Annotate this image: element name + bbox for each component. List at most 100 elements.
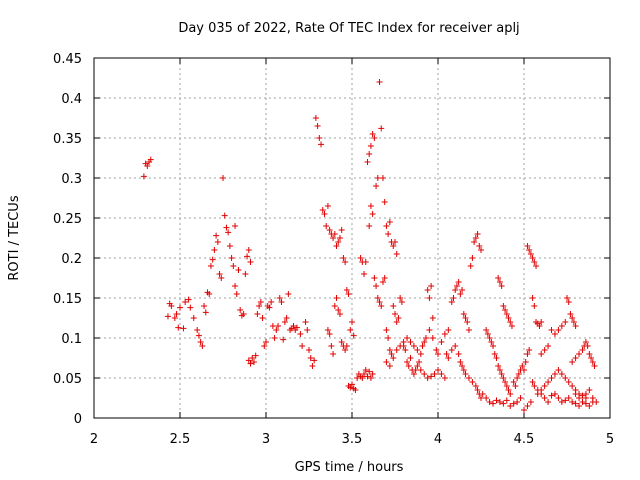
data-point — [478, 247, 484, 253]
y-tick-label: 0.25 — [53, 212, 82, 227]
data-point — [342, 347, 349, 353]
data-point — [538, 351, 545, 357]
data-point — [364, 373, 371, 380]
data-point — [352, 387, 359, 393]
data-point — [428, 283, 435, 289]
data-point — [572, 323, 579, 329]
data-point — [438, 371, 445, 377]
y-tick-label: 0 — [74, 412, 82, 427]
data-point — [144, 163, 151, 169]
data-point — [221, 212, 228, 219]
data-point — [483, 395, 490, 401]
data-point — [366, 223, 373, 229]
y-tick-label: 0.1 — [61, 332, 82, 347]
data-point — [467, 263, 474, 269]
data-point — [397, 343, 404, 349]
data-point — [416, 359, 423, 365]
data-point — [484, 331, 491, 337]
data-point — [541, 395, 548, 401]
data-point — [226, 243, 233, 249]
data-point — [469, 255, 476, 261]
data-point — [498, 371, 505, 377]
data-point — [311, 357, 318, 364]
data-point — [390, 355, 397, 361]
data-point — [421, 371, 428, 377]
data-point — [400, 339, 407, 345]
data-point — [503, 383, 510, 389]
data-point — [333, 243, 340, 249]
data-point — [330, 235, 337, 241]
data-point — [180, 325, 187, 332]
data-point — [555, 367, 562, 373]
data-point — [417, 367, 424, 373]
data-point — [232, 283, 239, 289]
data-point — [558, 371, 565, 377]
x-tick-label: 2 — [90, 432, 98, 447]
data-point — [572, 400, 579, 407]
data-point — [465, 327, 472, 333]
data-point — [508, 323, 515, 329]
data-point — [435, 351, 441, 357]
data-point — [371, 275, 378, 281]
data-point — [417, 351, 424, 357]
data-point — [455, 351, 462, 357]
data-point — [175, 324, 182, 331]
data-point — [211, 247, 218, 253]
data-point — [206, 291, 213, 297]
data-point — [250, 359, 257, 365]
y-tick-label: 0.45 — [53, 52, 82, 67]
data-point — [505, 315, 512, 321]
data-point — [452, 343, 459, 349]
data-point — [367, 375, 374, 381]
data-point — [249, 355, 256, 361]
data-point — [569, 399, 576, 405]
data-point — [507, 391, 514, 397]
data-point — [412, 367, 419, 373]
data-point — [429, 315, 436, 321]
data-point — [333, 295, 340, 301]
data-point — [407, 339, 414, 345]
data-point — [441, 375, 448, 381]
data-point — [395, 315, 402, 321]
data-point — [293, 324, 300, 331]
data-point — [555, 395, 562, 401]
data-point — [297, 331, 304, 337]
data-point — [507, 403, 514, 409]
data-point — [218, 275, 225, 281]
x-tick-label: 4 — [434, 432, 442, 447]
data-point — [435, 367, 441, 373]
data-point — [514, 399, 521, 405]
data-point — [486, 399, 493, 405]
data-point — [498, 283, 505, 289]
data-point — [185, 296, 192, 303]
data-point — [245, 357, 252, 364]
data-point — [369, 211, 376, 217]
data-point — [500, 400, 507, 407]
data-point — [414, 347, 421, 353]
data-point — [488, 339, 495, 345]
data-point — [555, 327, 562, 333]
data-point — [338, 227, 345, 233]
data-point — [273, 327, 280, 333]
data-point — [529, 255, 536, 261]
y-axis-label: ROTI / TECUs — [7, 195, 22, 280]
data-point — [496, 279, 503, 285]
data-point — [404, 359, 411, 365]
data-point — [398, 299, 405, 305]
data-point — [345, 291, 352, 297]
x-tick-labels: 2 2.5 3 3.5 4 4.5 5 — [90, 432, 614, 447]
data-point — [381, 199, 388, 205]
y-tick-label: 0.2 — [61, 252, 82, 267]
data-point — [386, 347, 393, 353]
data-point — [448, 347, 455, 353]
data-point — [579, 399, 586, 405]
data-point — [524, 243, 531, 249]
data-point — [548, 375, 555, 381]
data-point — [576, 351, 583, 357]
data-point — [531, 383, 538, 389]
data-point — [510, 379, 517, 385]
data-point — [275, 323, 282, 329]
data-point — [460, 367, 467, 373]
data-point — [349, 319, 355, 325]
data-point — [361, 371, 368, 377]
